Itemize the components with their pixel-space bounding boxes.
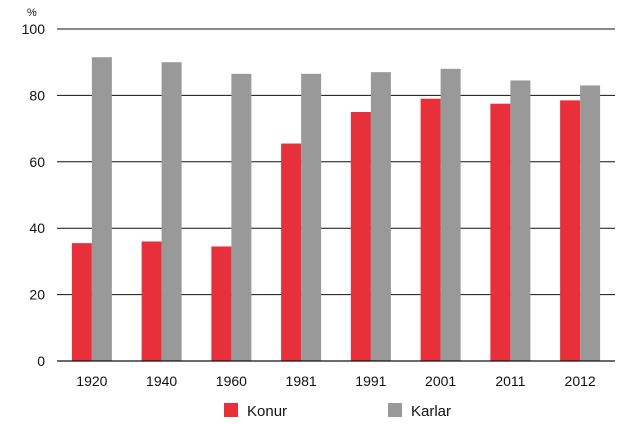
bar-konur-1920 (71, 243, 92, 361)
bars (71, 57, 601, 362)
y-tick-label: 100 (22, 21, 46, 37)
legend-swatch-karlar (388, 403, 402, 417)
bar-karlar-2012 (580, 85, 601, 361)
x-tick-labels: 1920 1940 1960 1981 1991 2001 2011 2012 (76, 373, 596, 389)
bar-konur-2011 (490, 103, 511, 361)
y-unit-label: % (27, 7, 37, 19)
x-tick-label: 1920 (76, 373, 107, 389)
bar-karlar-1991 (370, 72, 391, 361)
bar-konur-1991 (350, 112, 371, 361)
y-tick-label: 80 (29, 87, 45, 103)
y-tick-label: 60 (29, 154, 45, 170)
bar-konur-1981 (281, 143, 302, 361)
bar-konur-2001 (420, 98, 441, 361)
y-tick-label: 40 (29, 220, 45, 236)
bar-konur-1940 (141, 241, 162, 361)
bar-karlar-1960 (231, 73, 252, 361)
x-tick-label: 2012 (565, 373, 596, 389)
x-tick-label: 2011 (495, 373, 525, 389)
x-tick-label: 1960 (216, 373, 247, 389)
x-tick-label: 1991 (355, 373, 386, 389)
y-tick-label: 0 (37, 353, 45, 369)
x-tick-label: 2001 (425, 373, 456, 389)
y-tick-label: 20 (29, 287, 45, 303)
bar-konur-1960 (211, 246, 232, 361)
bar-karlar-2011 (510, 80, 531, 362)
legend: Konur Karlar (224, 403, 451, 420)
x-tick-label: 1981 (286, 373, 317, 389)
legend-label-karlar: Karlar (411, 403, 451, 420)
bar-konur-2012 (560, 100, 581, 361)
bar-karlar-1920 (91, 57, 112, 361)
y-tick-labels: 0 20 40 60 80 100 (22, 21, 46, 369)
bar-karlar-1981 (301, 73, 322, 361)
x-tick-label: 1940 (146, 373, 177, 389)
legend-swatch-konur (224, 403, 238, 417)
legend-label-konur: Konur (247, 403, 287, 420)
bar-karlar-2001 (440, 68, 461, 361)
bar-karlar-1940 (161, 62, 182, 361)
gridlines (57, 28, 615, 296)
